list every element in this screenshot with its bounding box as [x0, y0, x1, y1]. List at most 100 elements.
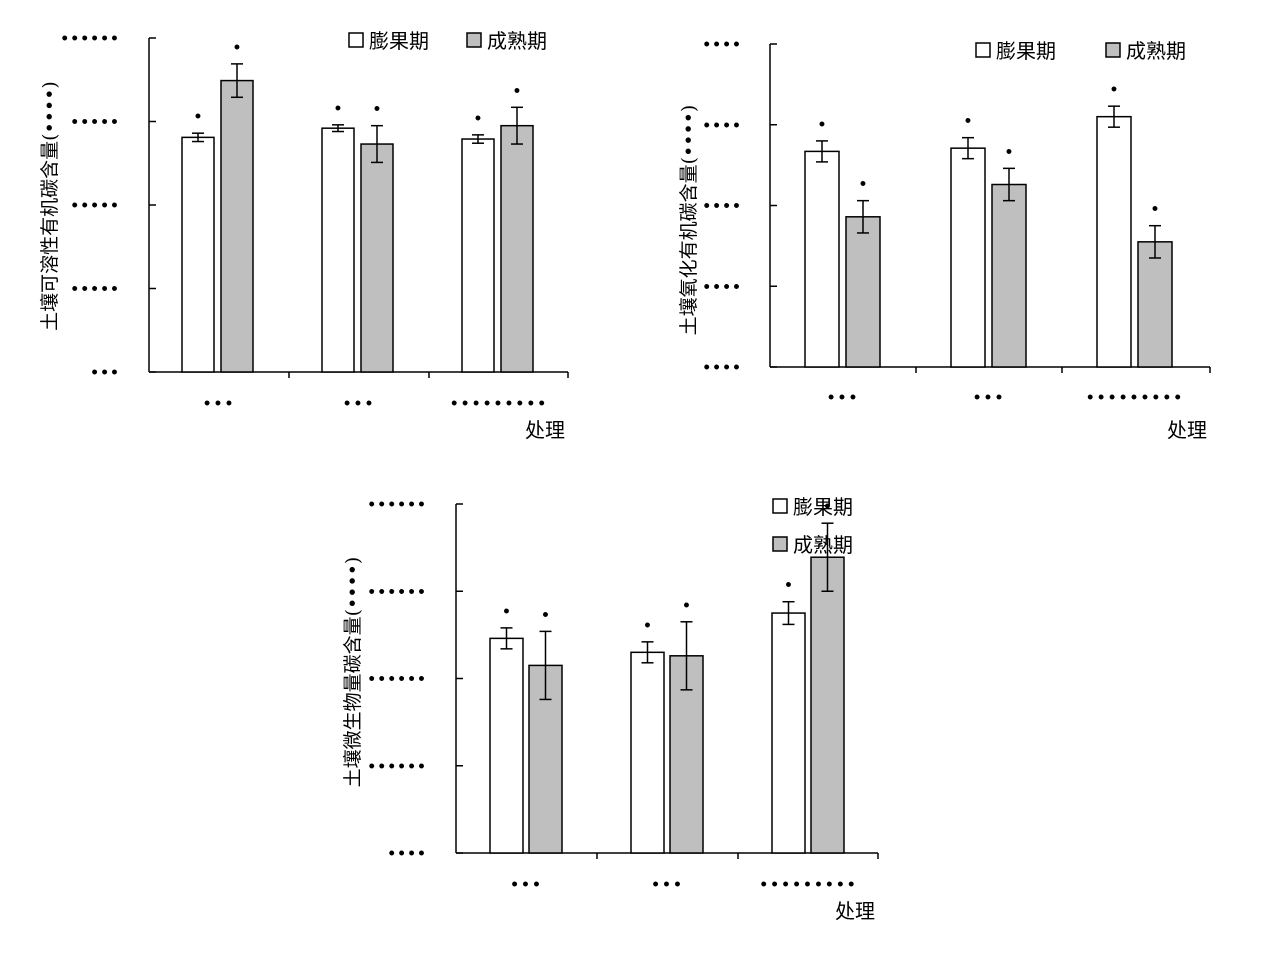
y-tick-label: •••	[90, 365, 120, 381]
bar	[630, 651, 665, 854]
y-tick-label: ••••••	[367, 584, 427, 600]
y-tick-label: ••••	[702, 279, 742, 295]
legend-swatch	[1105, 42, 1121, 58]
bar	[461, 138, 495, 373]
bar	[991, 183, 1027, 368]
y-tick-label: ••••	[702, 118, 742, 134]
x-axis-title: 处理	[525, 418, 565, 442]
legend-label: 膨果期	[996, 39, 1056, 63]
bar	[845, 216, 881, 368]
category-label: •••	[343, 396, 376, 412]
significance-label: •	[502, 604, 511, 620]
y-tick-label: ••••••	[367, 759, 427, 775]
y-tick-label: ••••••	[60, 31, 120, 47]
bar	[489, 637, 524, 854]
bar	[1096, 115, 1132, 368]
error-bar	[500, 627, 513, 650]
error-bar	[192, 132, 204, 143]
y-tick-label: ••••	[702, 360, 742, 376]
bar	[220, 79, 254, 373]
y-axis-title: 土壤可溶性有机碳含量(••••)	[39, 81, 61, 331]
significance-label: •	[1151, 202, 1160, 218]
x-axis-title: 处理	[835, 899, 875, 923]
y-tick-label: •••••	[70, 198, 120, 214]
error-bar	[511, 106, 523, 145]
bar	[1137, 241, 1173, 368]
error-bar	[539, 630, 552, 701]
chart-panel: ••••••••••••••••••••••••••••••••••••••••…	[39, 29, 569, 442]
y-tick-label: ••••	[702, 37, 742, 53]
error-bar	[371, 124, 383, 164]
significance-label: •	[1110, 82, 1119, 98]
significance-label: •	[513, 83, 522, 99]
legend-label: 成熟期	[1126, 39, 1186, 63]
significance-label: •	[818, 117, 827, 133]
error-bar	[782, 600, 795, 626]
y-tick-label: ••••	[702, 199, 742, 215]
error-bar	[962, 136, 974, 160]
legend-label: 成熟期	[793, 533, 853, 557]
chart-panel: ••••••••••••••••••••••••••••••••••••••••…	[678, 37, 1211, 442]
y-axis-title: 土壤微生物量碳含量(••••)	[342, 557, 364, 788]
error-bar	[231, 63, 243, 99]
bar	[500, 124, 534, 373]
y-tick-label: ••••	[387, 846, 427, 862]
category-label: •••	[827, 390, 860, 406]
error-bar	[332, 124, 344, 133]
error-bar	[680, 621, 693, 691]
significance-label: •	[859, 177, 868, 193]
y-tick-label: ••••••	[367, 497, 427, 513]
legend-label: 成熟期	[487, 29, 547, 53]
error-bar	[821, 522, 834, 592]
error-bar	[816, 140, 828, 163]
significance-label: •	[373, 102, 382, 118]
category-label: •••••••••	[1086, 390, 1185, 406]
significance-label: •	[233, 40, 242, 56]
bar	[771, 612, 806, 854]
error-bar	[472, 134, 484, 144]
error-bar	[1108, 105, 1120, 128]
category-label: •••	[203, 396, 236, 412]
bar	[804, 150, 840, 368]
y-tick-label: ••••••	[367, 672, 427, 688]
y-tick-label: •••••	[70, 282, 120, 298]
significance-label: •	[1005, 144, 1014, 160]
legend-label: 膨果期	[369, 29, 429, 53]
x-axis-title: 处理	[1167, 418, 1207, 442]
legend-swatch	[772, 498, 788, 514]
legend-label: 膨果期	[793, 495, 853, 519]
category-label: •••	[651, 877, 684, 893]
significance-label: •	[334, 101, 343, 117]
category-label: •••••••••	[759, 877, 858, 893]
error-bar	[641, 641, 654, 664]
legend-swatch	[466, 32, 482, 48]
significance-label: •	[474, 111, 483, 127]
significance-label: •	[682, 598, 691, 614]
legend-item: 膨果期	[975, 39, 1056, 63]
legend-swatch	[975, 42, 991, 58]
significance-label: •	[643, 618, 652, 634]
legend-item: 成熟期	[1105, 39, 1186, 63]
significance-label: •	[541, 607, 550, 623]
error-bar	[1003, 167, 1015, 202]
bar	[950, 147, 986, 368]
category-label: •••	[510, 877, 543, 893]
category-label: •••••••••	[450, 396, 549, 412]
bar	[181, 136, 215, 373]
error-bar	[857, 199, 869, 234]
y-tick-label: •••••	[70, 115, 120, 131]
significance-label: •	[823, 499, 832, 515]
chart-panel: ••••••••••••••••••••••••••••••••••••••••…	[342, 495, 879, 923]
bar	[360, 143, 394, 373]
legend-item: 成熟期	[772, 533, 853, 557]
legend-item: 膨果期	[348, 29, 429, 53]
legend-item: 膨果期	[772, 495, 853, 519]
category-label: •••	[973, 390, 1006, 406]
y-axis-title: 土壤氧化有机碳含量(••••)	[678, 105, 700, 336]
legend-swatch	[348, 32, 364, 48]
bar	[810, 556, 845, 854]
significance-label: •	[964, 114, 973, 130]
legend-item: 成熟期	[466, 29, 547, 53]
legend-swatch	[772, 536, 788, 552]
